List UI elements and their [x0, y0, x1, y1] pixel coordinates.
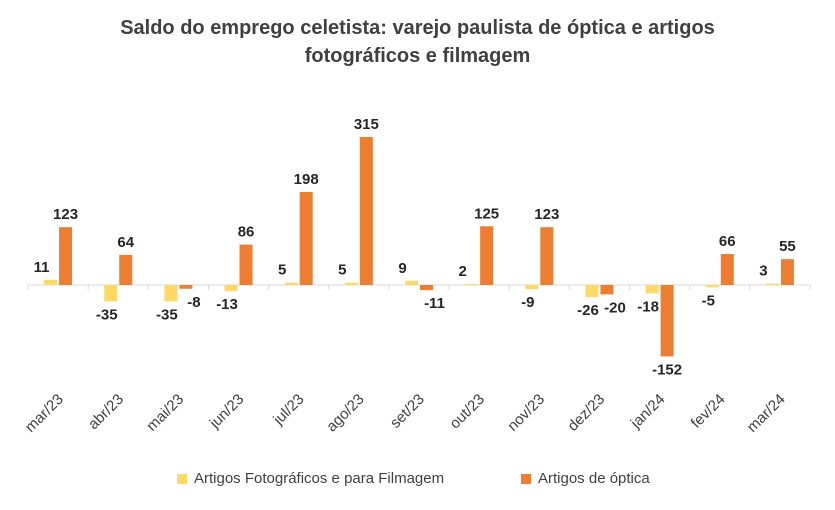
bar-optica-mar-23	[59, 227, 73, 285]
data-label-fotograficos-mai-23: -35	[156, 306, 178, 323]
chart-title: Saldo do emprego celetista: varejo pauli…	[0, 14, 835, 70]
bar-optica-fev-24	[720, 253, 734, 285]
bar-optica-nov-23	[540, 227, 554, 285]
bar-optica-abr-23	[119, 254, 133, 285]
data-label-fotograficos-jan-24: -18	[637, 298, 659, 315]
bar-fotograficos-mar-23	[44, 279, 58, 285]
x-tick-label-fev-24: fev/24	[688, 391, 729, 432]
data-label-optica-out-23: 125	[474, 205, 499, 222]
bar-fotograficos-jun-23	[224, 285, 238, 292]
data-label-optica-mar-24: 55	[779, 238, 796, 255]
data-label-optica-jan-24: -152	[652, 361, 682, 378]
bar-optica-jan-24	[660, 285, 674, 357]
legend-swatch-optica	[521, 473, 531, 484]
data-label-optica-nov-23: 123	[534, 206, 559, 223]
data-label-fotograficos-dez-23: -26	[577, 302, 599, 319]
bar-optica-mai-23	[179, 285, 193, 289]
bar-optica-out-23	[480, 226, 494, 285]
data-label-fotograficos-out-23: 2	[458, 263, 466, 280]
bar-fotograficos-set-23	[405, 280, 418, 285]
x-tick-label-mai-23: mai/23	[143, 391, 187, 435]
data-label-optica-dez-23: -20	[604, 299, 626, 316]
x-tick-label-mar-24: mar/24	[744, 391, 789, 436]
data-label-fotograficos-mar-24: 3	[759, 263, 767, 280]
data-label-fotograficos-jun-23: -13	[216, 296, 238, 313]
x-tick-label-set-23: set/23	[387, 391, 428, 432]
bar-optica-jul-23	[299, 191, 313, 285]
x-tick-label-jun-23: jun/23	[206, 391, 248, 433]
legend-item-fotograficos: Artigos Fotográficos e para Filmagem	[177, 470, 444, 487]
legend-label-fotograficos: Artigos Fotográficos e para Filmagem	[194, 470, 445, 487]
data-label-fotograficos-mar-23: 11	[34, 259, 50, 276]
bar-optica-dez-23	[600, 285, 614, 295]
x-tick-label-nov-23: nov/23	[504, 391, 548, 435]
bar-fotograficos-nov-23	[525, 285, 539, 290]
legend-swatch-fotograficos	[177, 473, 187, 484]
x-tick-label-dez-23: dez/23	[564, 391, 608, 435]
data-label-optica-jun-23: 86	[238, 224, 255, 241]
data-label-optica-mai-23: -8	[187, 294, 200, 311]
bar-optica-set-23	[420, 285, 433, 291]
bar-fotograficos-mai-23	[164, 285, 178, 302]
data-label-optica-jul-23: 198	[294, 171, 319, 188]
legend-item-optica: Artigos de óptica	[521, 470, 650, 487]
chart-title-line-1: Saldo do emprego celetista: varejo pauli…	[120, 17, 715, 39]
legend-label-optica: Artigos de óptica	[538, 470, 650, 487]
data-label-fotograficos-fev-24: -5	[702, 292, 715, 309]
data-label-optica-mar-23: 123	[53, 206, 78, 223]
bar-fotograficos-ago-23	[344, 282, 358, 285]
bar-fotograficos-abr-23	[104, 285, 118, 302]
data-label-fotograficos-ago-23: 5	[338, 262, 346, 279]
data-label-optica-abr-23: 64	[117, 234, 134, 251]
bar-optica-mar-24	[780, 259, 794, 285]
x-tick-label-abr-23: abr/23	[85, 391, 127, 433]
data-label-optica-fev-24: 66	[719, 233, 736, 250]
data-label-fotograficos-jul-23: 5	[278, 262, 286, 279]
data-label-fotograficos-abr-23: -35	[96, 306, 118, 323]
bar-fotograficos-jul-23	[284, 282, 298, 285]
bar-fotograficos-dez-23	[585, 285, 599, 298]
x-tick-label-jan-24: jan/24	[627, 391, 669, 433]
bar-optica-jun-23	[239, 244, 253, 285]
chart-title-line-2: fotográficos e filmagem	[304, 45, 531, 67]
bar-fotograficos-out-23	[465, 284, 479, 286]
data-label-fotograficos-set-23: 9	[398, 260, 406, 277]
bar-fotograficos-fev-24	[705, 285, 719, 288]
x-tick-label-mar-23: mar/23	[22, 391, 67, 436]
bar-optica-ago-23	[359, 137, 373, 285]
bar-fotograficos-jan-24	[645, 285, 659, 294]
bar-fotograficos-mar-24	[765, 283, 779, 285]
legend: Artigos Fotográficos e para Filmagem Art…	[0, 470, 835, 492]
data-label-optica-ago-23: 315	[354, 116, 379, 133]
x-tick-label-ago-23: ago/23	[323, 391, 367, 435]
data-label-fotograficos-nov-23: -9	[521, 294, 534, 311]
x-tick-label-jul-23: jul/23	[269, 391, 307, 429]
x-tick-label-out-23: out/23	[446, 391, 488, 433]
data-label-optica-set-23: -11	[424, 295, 445, 312]
